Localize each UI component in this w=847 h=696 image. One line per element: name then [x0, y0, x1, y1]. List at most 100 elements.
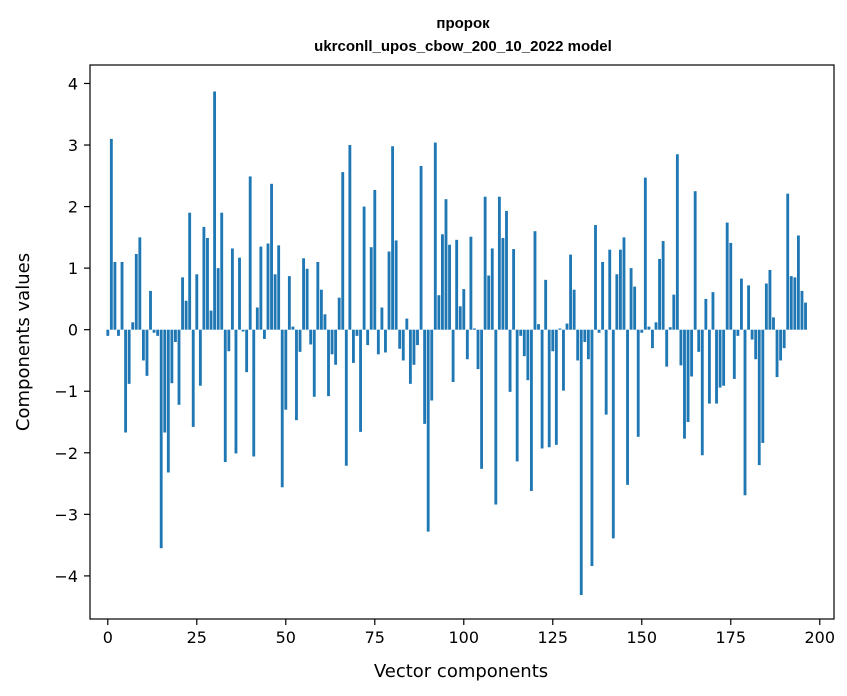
bar	[113, 261, 117, 330]
bar	[266, 243, 270, 330]
y-axis-label: Components values	[13, 253, 34, 431]
bar	[473, 328, 476, 330]
bar	[213, 91, 217, 330]
bar	[654, 322, 658, 330]
bar	[782, 329, 786, 349]
bar	[376, 329, 380, 355]
bar	[658, 258, 661, 330]
bar	[270, 183, 273, 330]
y-tick-label: 2	[68, 198, 78, 217]
bar	[800, 290, 804, 330]
bar	[384, 329, 387, 353]
bar	[159, 329, 163, 549]
y-axis-ticks: −4 −3 −2 −1 0 1 2 3 4	[54, 74, 90, 586]
bar	[117, 329, 120, 336]
bar	[693, 191, 697, 330]
y-tick-label: −1	[54, 382, 78, 401]
bars-group	[106, 91, 807, 595]
x-tick-label: 25	[187, 628, 207, 647]
bar	[633, 286, 637, 330]
bar	[149, 290, 152, 330]
bar	[437, 295, 441, 330]
bar	[764, 283, 768, 330]
bar	[120, 261, 124, 330]
x-axis-ticks: 0 25 50 75 100 125 150 175 200	[103, 619, 835, 647]
bar	[469, 236, 473, 330]
bar	[352, 329, 355, 363]
bar	[426, 329, 430, 532]
x-tick-label: 100	[449, 628, 480, 647]
bar	[391, 146, 395, 330]
bar	[455, 239, 459, 330]
bar	[604, 329, 608, 415]
bar	[793, 277, 797, 330]
bar	[686, 329, 690, 423]
bar	[722, 329, 726, 386]
bar	[483, 196, 487, 330]
bar	[796, 235, 800, 330]
bar	[109, 138, 113, 330]
bar	[309, 329, 313, 345]
bar	[341, 172, 345, 330]
bar	[533, 231, 537, 330]
bar	[700, 329, 704, 456]
bar	[163, 329, 167, 433]
bar	[334, 329, 338, 365]
bar	[174, 329, 177, 342]
bar	[512, 249, 516, 330]
bar	[206, 237, 209, 330]
bar	[579, 329, 583, 595]
bar	[394, 240, 398, 330]
bar	[544, 279, 548, 330]
x-tick-label: 75	[365, 628, 385, 647]
y-tick-label: −3	[54, 505, 78, 524]
bar	[423, 329, 427, 424]
bar	[195, 274, 199, 330]
bar	[170, 329, 174, 384]
bar	[743, 329, 747, 496]
x-tick-label: 0	[103, 628, 113, 647]
bar	[312, 329, 316, 397]
bar	[127, 329, 131, 384]
x-tick-label: 200	[804, 628, 835, 647]
bar	[124, 329, 128, 433]
bar	[572, 289, 576, 330]
bar	[191, 329, 195, 427]
bar	[636, 329, 640, 437]
bar	[141, 329, 145, 361]
bar	[740, 278, 743, 330]
bar	[316, 261, 320, 330]
bar	[405, 318, 409, 330]
bar	[216, 268, 220, 330]
bar	[444, 199, 448, 330]
bar	[704, 298, 708, 330]
bar	[611, 329, 615, 539]
bar	[661, 241, 665, 330]
bar	[515, 329, 519, 462]
bar	[754, 329, 758, 360]
bar	[184, 300, 188, 330]
x-tick-label: 125	[538, 628, 569, 647]
bar	[772, 317, 775, 330]
bar	[344, 329, 348, 466]
bar	[672, 294, 676, 330]
y-tick-label: 3	[68, 136, 78, 155]
bar	[348, 145, 352, 330]
bar	[245, 329, 249, 373]
bar	[198, 329, 202, 386]
bar	[565, 323, 569, 330]
bar	[209, 310, 213, 330]
bar	[416, 329, 419, 346]
bar	[181, 277, 184, 330]
bar	[629, 268, 633, 330]
bar	[366, 329, 370, 346]
bar	[230, 248, 234, 330]
bar	[330, 329, 334, 355]
bar	[529, 329, 533, 491]
bar	[287, 276, 291, 330]
bar	[683, 329, 686, 439]
bar	[430, 329, 434, 401]
bar	[380, 307, 384, 330]
